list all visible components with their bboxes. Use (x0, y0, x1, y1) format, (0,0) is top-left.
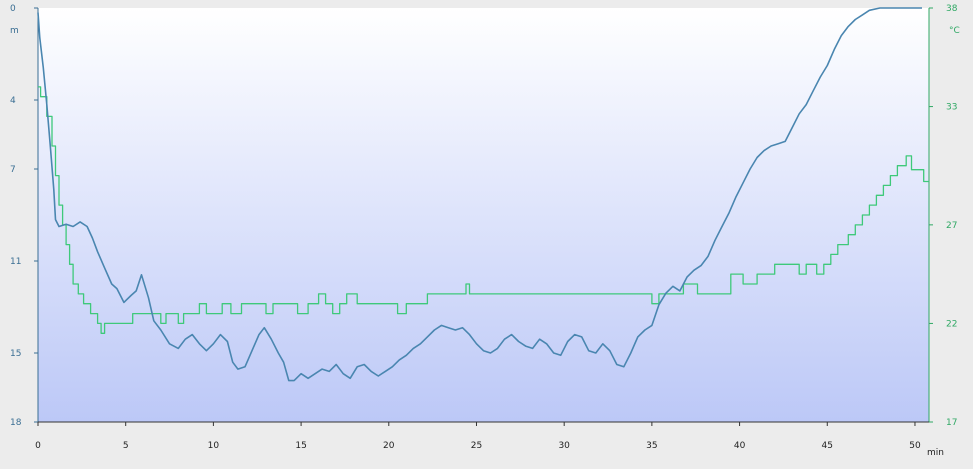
time-axis-unit: min (927, 448, 944, 458)
time-tick-label: 25 (471, 441, 482, 451)
time-tick-label: 50 (909, 441, 921, 451)
right-temperature-axis: °C 38 33 27 22 17 (928, 4, 960, 428)
time-tick-label: 35 (646, 441, 657, 451)
right-tick-label: 27 (946, 221, 957, 231)
left-tick-label: 11 (10, 257, 21, 267)
right-tick-label: 38 (946, 4, 958, 14)
left-depth-axis: m 0 4 7 11 15 18 (10, 4, 39, 428)
time-tick-label: 5 (123, 441, 129, 451)
time-tick-label: 10 (208, 441, 220, 451)
depth-series-line (37, 7, 922, 382)
left-axis-unit: m (10, 26, 19, 36)
right-tick-label: 33 (946, 103, 957, 113)
time-tick-label: 20 (383, 441, 395, 451)
time-tick-label: 0 (35, 441, 41, 451)
plot-background (38, 8, 929, 422)
right-tick-label: 22 (946, 319, 957, 329)
time-tick-label: 15 (295, 441, 306, 451)
right-axis-unit: °C (949, 26, 960, 36)
left-tick-label: 4 (10, 96, 16, 106)
left-tick-label: 0 (10, 4, 16, 14)
time-tick-label: 45 (822, 441, 833, 451)
time-tick-label: 30 (558, 441, 570, 451)
time-tick-label: 40 (734, 441, 746, 451)
left-tick-label: 18 (10, 418, 22, 428)
temperature-series-line (38, 86, 929, 334)
right-tick-label: 17 (946, 418, 957, 428)
time-axis: min 0 5 10 15 20 25 30 35 40 45 50 (35, 421, 944, 458)
left-tick-label: 15 (10, 349, 21, 359)
series-layer (37, 7, 929, 382)
left-tick-label: 7 (10, 165, 16, 175)
